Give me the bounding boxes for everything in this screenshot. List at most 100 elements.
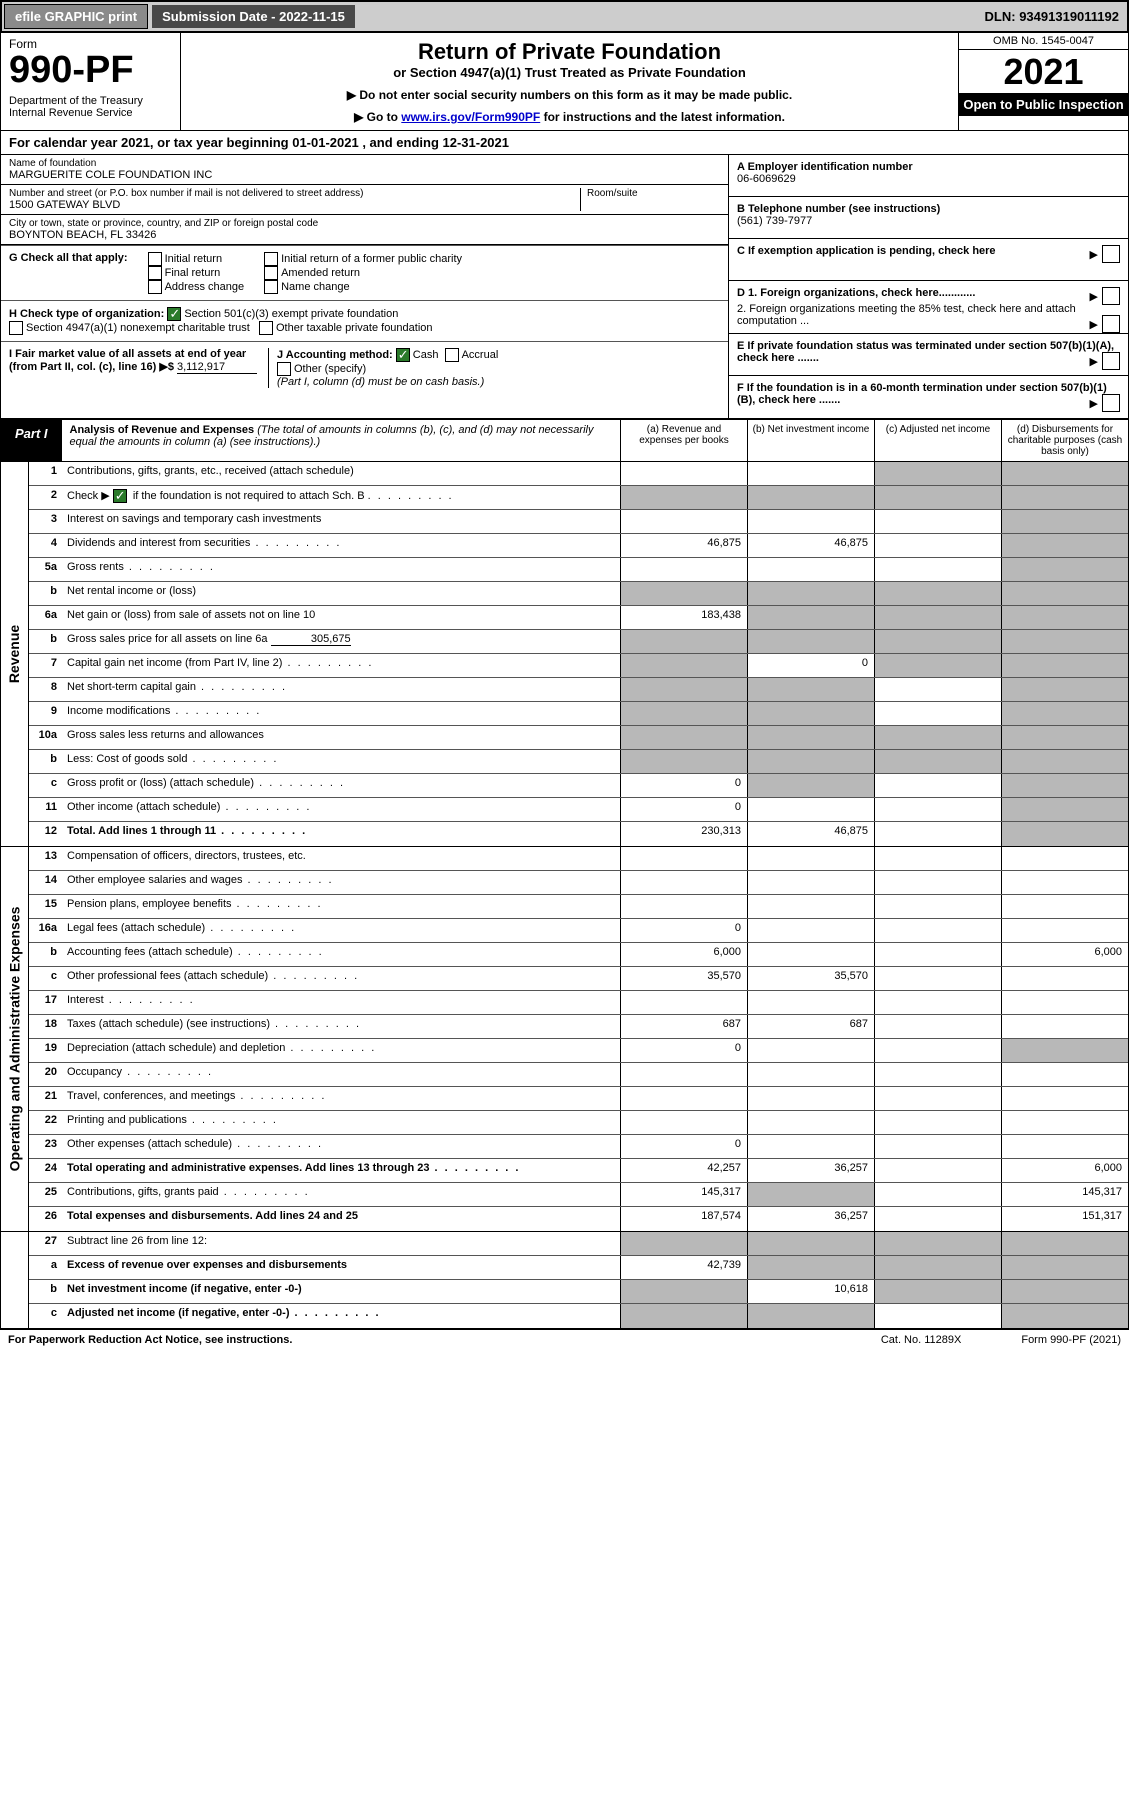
- r27b-d: [1001, 1280, 1128, 1303]
- checkbox-501c3[interactable]: [167, 307, 181, 321]
- r23-c: [874, 1135, 1001, 1158]
- r14-a: [620, 871, 747, 894]
- r2-num: 2: [29, 486, 63, 509]
- calendar-year-row: For calendar year 2021, or tax year begi…: [0, 131, 1129, 155]
- r17-b: [747, 991, 874, 1014]
- checkbox-cash[interactable]: [396, 348, 410, 362]
- col-b-head: (b) Net investment income: [747, 420, 874, 461]
- r26-c: [874, 1207, 1001, 1231]
- r26-d: 151,317: [1001, 1207, 1128, 1231]
- r10b-desc: Less: Cost of goods sold: [63, 750, 620, 773]
- phone-cell: B Telephone number (see instructions) (5…: [729, 197, 1128, 239]
- d1-label: D 1. Foreign organizations, check here..…: [737, 287, 975, 299]
- r4-b: 46,875: [747, 534, 874, 557]
- irs-link[interactable]: www.irs.gov/Form990PF: [401, 110, 540, 124]
- foundation-name-cell: Name of foundation MARGUERITE COLE FOUND…: [1, 155, 728, 185]
- checkbox-d2[interactable]: [1102, 315, 1120, 333]
- r1-num: 1: [29, 462, 63, 485]
- r23-b: [747, 1135, 874, 1158]
- r27c-b: [747, 1304, 874, 1328]
- r7-c: [874, 654, 1001, 677]
- summary-table: 27Subtract line 26 from line 12: aExcess…: [0, 1232, 1129, 1329]
- r12-d: [1001, 822, 1128, 846]
- r27c-d: [1001, 1304, 1128, 1328]
- foundation-name: MARGUERITE COLE FOUNDATION INC: [9, 169, 720, 181]
- r24-b: 36,257: [747, 1159, 874, 1182]
- r25-desc: Contributions, gifts, grants paid: [63, 1183, 620, 1206]
- r27-d: [1001, 1232, 1128, 1255]
- r27-num: 27: [29, 1232, 63, 1255]
- r23-num: 23: [29, 1135, 63, 1158]
- r10c-num: c: [29, 774, 63, 797]
- opex-table: Operating and Administrative Expenses 13…: [0, 847, 1129, 1232]
- r5a-c: [874, 558, 1001, 581]
- info-right: A Employer identification number 06-6069…: [728, 155, 1128, 418]
- checkbox-accrual[interactable]: [445, 348, 459, 362]
- checkbox-amended[interactable]: [264, 266, 278, 280]
- checkbox-c[interactable]: [1102, 245, 1120, 263]
- r14-c: [874, 871, 1001, 894]
- r25-b: [747, 1183, 874, 1206]
- j-cash: Cash: [413, 349, 439, 361]
- opex-side-label: Operating and Administrative Expenses: [1, 847, 29, 1231]
- r27c-c: [874, 1304, 1001, 1328]
- info-left: Name of foundation MARGUERITE COLE FOUND…: [1, 155, 728, 418]
- d2-label: 2. Foreign organizations meeting the 85%…: [737, 303, 1076, 327]
- r10a-desc: Gross sales less returns and allowances: [63, 726, 620, 749]
- r22-num: 22: [29, 1111, 63, 1134]
- summary-side: [1, 1232, 29, 1328]
- checkbox-other-taxable[interactable]: [259, 321, 273, 335]
- r8-desc: Net short-term capital gain: [63, 678, 620, 701]
- r27a-b: [747, 1256, 874, 1279]
- r13-a: [620, 847, 747, 870]
- ein: 06-6069629: [737, 173, 1120, 185]
- r15-num: 15: [29, 895, 63, 918]
- r16b-num: b: [29, 943, 63, 966]
- r12-desc: Total. Add lines 1 through 11: [63, 822, 620, 846]
- r23-a: 0: [620, 1135, 747, 1158]
- r27b-a: [620, 1280, 747, 1303]
- checkbox-e[interactable]: [1102, 352, 1120, 370]
- checkbox-address-change[interactable]: [148, 280, 162, 294]
- r5a-desc: Gross rents: [63, 558, 620, 581]
- efile-print-btn[interactable]: efile GRAPHIC print: [4, 4, 148, 29]
- r25-a: 145,317: [620, 1183, 747, 1206]
- r2-b: [747, 486, 874, 509]
- r18-c: [874, 1015, 1001, 1038]
- r16c-desc: Other professional fees (attach schedule…: [63, 967, 620, 990]
- r10a-b: [747, 726, 874, 749]
- r27b-b: 10,618: [747, 1280, 874, 1303]
- h-other: Other taxable private foundation: [276, 322, 433, 334]
- r5b-c: [874, 582, 1001, 605]
- r27a-desc: Excess of revenue over expenses and disb…: [63, 1256, 620, 1279]
- h-4947: Section 4947(a)(1) nonexempt charitable …: [26, 322, 250, 334]
- r27a-num: a: [29, 1256, 63, 1279]
- checkbox-other-method[interactable]: [277, 362, 291, 376]
- r27-a: [620, 1232, 747, 1255]
- r21-c: [874, 1087, 1001, 1110]
- checkbox-schb[interactable]: [113, 489, 127, 503]
- r9-b: [747, 702, 874, 725]
- opex-rows: 13Compensation of officers, directors, t…: [29, 847, 1128, 1231]
- checkbox-final-return[interactable]: [148, 266, 162, 280]
- r15-b: [747, 895, 874, 918]
- checkbox-4947[interactable]: [9, 321, 23, 335]
- i-value: 3,112,917: [177, 361, 257, 374]
- r5a-a: [620, 558, 747, 581]
- r6a-b: [747, 606, 874, 629]
- checkbox-d1[interactable]: [1102, 287, 1120, 305]
- section-h: H Check type of organization: Section 50…: [1, 300, 728, 341]
- checkbox-name-change[interactable]: [264, 280, 278, 294]
- city-cell: City or town, state or province, country…: [1, 215, 728, 245]
- r27-c: [874, 1232, 1001, 1255]
- r10b-a: [620, 750, 747, 773]
- r27-desc: Subtract line 26 from line 12:: [63, 1232, 620, 1255]
- col-d-head: (d) Disbursements for charitable purpose…: [1001, 420, 1128, 461]
- checkbox-f[interactable]: [1102, 394, 1120, 412]
- title-main: Return of Private Foundation: [187, 39, 952, 65]
- r13-num: 13: [29, 847, 63, 870]
- checkbox-initial-former[interactable]: [264, 252, 278, 266]
- checkbox-initial-return[interactable]: [148, 252, 162, 266]
- h-501c3: Section 501(c)(3) exempt private foundat…: [184, 308, 398, 320]
- r27a-a: 42,739: [620, 1256, 747, 1279]
